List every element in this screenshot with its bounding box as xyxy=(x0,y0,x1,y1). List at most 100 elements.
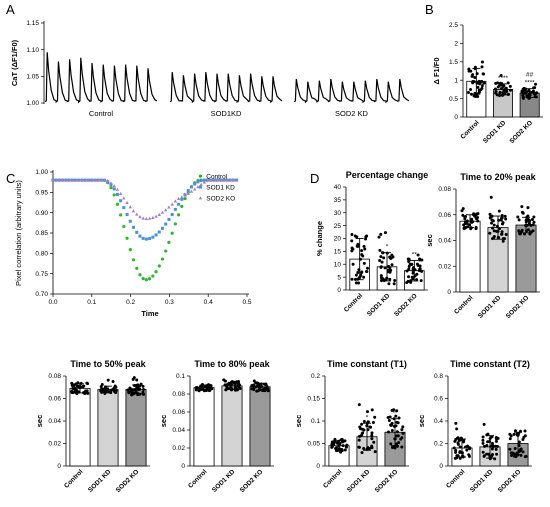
d5-data-point xyxy=(338,447,342,451)
d2-data-point xyxy=(499,216,503,220)
d1-data-point xyxy=(390,253,394,257)
d1-data-point xyxy=(378,258,382,262)
d1-data-point xyxy=(357,281,361,285)
b-data-point xyxy=(479,88,483,92)
c-data-point-triangle xyxy=(83,178,87,182)
c-data-point-square xyxy=(125,213,129,217)
c-data-point-triangle xyxy=(96,178,100,182)
d1-y-tick-label: 20 xyxy=(334,236,342,243)
c-data-point-triangle xyxy=(180,195,184,199)
d6-data-point xyxy=(461,440,465,444)
d1-y-tick-label: 35 xyxy=(334,197,342,204)
b-data-point xyxy=(473,75,477,79)
d2-data-point xyxy=(491,226,495,230)
panel-label-c: C xyxy=(6,171,15,186)
d2-data-point xyxy=(516,215,520,219)
d6-data-point xyxy=(509,451,513,455)
d4-data-point xyxy=(200,382,204,386)
d1-data-point xyxy=(380,251,384,255)
d4-data-point xyxy=(197,388,201,392)
d3-data-point xyxy=(111,380,115,384)
d1-data-point xyxy=(355,235,359,239)
d6-data-point xyxy=(456,454,460,458)
d1-significance-marker: * xyxy=(386,244,389,251)
c-data-point-triangle xyxy=(218,178,223,182)
d1-data-point xyxy=(362,244,366,248)
b-data-point xyxy=(469,87,473,91)
d5-data-point xyxy=(396,434,400,438)
d5-data-point xyxy=(365,410,369,414)
c-data-point-triangle xyxy=(147,216,152,220)
d1-data-point xyxy=(360,249,364,253)
d1-data-point xyxy=(365,266,369,270)
d1-data-point xyxy=(380,260,384,264)
d6-data-point xyxy=(491,452,495,456)
d6-category-label: SOD2 KO xyxy=(497,468,523,494)
d5-data-point xyxy=(389,423,393,427)
c-legend-marker xyxy=(198,185,202,189)
d5-data-point xyxy=(400,445,404,449)
d1-data-point xyxy=(382,256,386,260)
d2-y-axis-title: sec xyxy=(425,234,434,247)
d5-data-point xyxy=(394,414,398,418)
d5-data-point xyxy=(400,428,404,432)
c-data-point-triangle xyxy=(99,178,104,182)
d3-data-point xyxy=(81,384,85,388)
d1-data-point xyxy=(416,253,420,257)
d2-data-point xyxy=(500,230,504,234)
d3-data-point xyxy=(100,387,104,391)
d2-data-point xyxy=(465,219,469,223)
c-data-point-triangle xyxy=(151,215,155,219)
d2-data-point xyxy=(474,216,478,220)
b-significance-marker: **** xyxy=(525,80,536,87)
d6-data-point xyxy=(455,427,459,431)
d3-data-point xyxy=(141,384,145,388)
b-data-point xyxy=(506,92,510,96)
b-y-tick-label: 2.5 xyxy=(449,22,458,29)
d6-data-point xyxy=(494,439,498,443)
c-data-point-square xyxy=(160,226,164,230)
d2-bar xyxy=(459,220,481,293)
d6-data-point xyxy=(482,454,486,458)
d5-data-point xyxy=(401,431,405,435)
d2-data-point xyxy=(520,205,524,209)
b-data-point xyxy=(476,85,480,89)
d4-y-tick-label: 0 xyxy=(181,463,185,470)
b-y-axis-title: Δ F1/F0 xyxy=(432,57,441,84)
d1-data-point xyxy=(388,277,392,281)
d3-data-point xyxy=(106,389,110,393)
c-x-tick-label: 0.3 xyxy=(165,299,174,306)
d1-data-point xyxy=(377,235,381,239)
c-y-axis-title: Pixel correlation (arbitrary units) xyxy=(14,180,23,286)
c-data-point-triangle xyxy=(212,178,216,182)
d2-data-point xyxy=(474,227,478,231)
c-data-point-triangle xyxy=(215,178,219,182)
d3-data-point xyxy=(71,386,75,390)
panel-label-b: B xyxy=(425,2,434,17)
b-significance-marker: **** xyxy=(498,75,509,82)
c-data-point-triangle xyxy=(70,178,75,182)
d2-data-point xyxy=(503,237,507,241)
d1-data-point xyxy=(419,279,423,283)
b-data-point xyxy=(472,80,476,84)
d4-data-point xyxy=(237,379,241,383)
d3-data-point xyxy=(75,388,79,392)
d6-data-point xyxy=(490,447,494,451)
d1-data-point xyxy=(351,262,355,266)
d6-data-point xyxy=(481,450,485,454)
b-category-label: SOD1 KD xyxy=(482,119,508,145)
d5-data-point xyxy=(386,430,390,434)
d6-data-point xyxy=(481,441,485,445)
d6-y-tick-label: 0.6 xyxy=(434,396,443,403)
d2-data-point xyxy=(529,230,533,234)
c-data-point-square xyxy=(177,202,181,206)
d4-data-point xyxy=(252,385,256,389)
d3-y-tick-label: 0.04 xyxy=(48,418,61,425)
c-data-point-circle xyxy=(180,204,184,208)
c-data-point-triangle xyxy=(183,193,187,197)
d6-data-point xyxy=(522,435,526,439)
d1-data-point xyxy=(387,282,391,286)
b-data-point xyxy=(521,95,525,99)
d5-data-point xyxy=(386,416,390,420)
d2-data-point xyxy=(532,215,536,219)
